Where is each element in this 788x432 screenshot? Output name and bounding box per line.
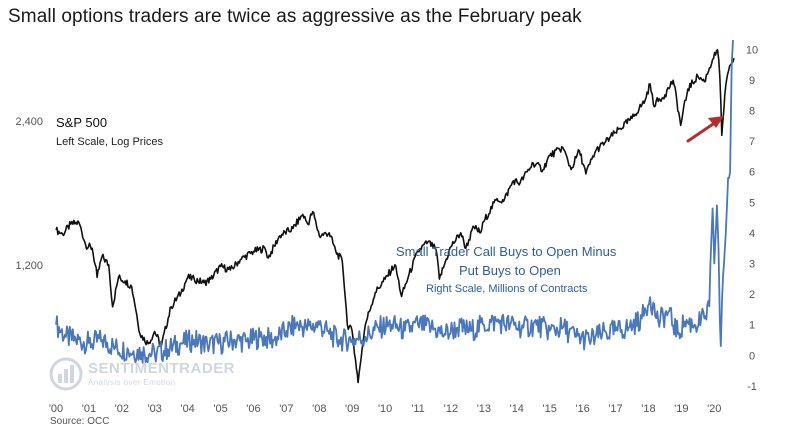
left-tick-label: 1,200 <box>15 260 43 272</box>
logo-tagline: Analysis over Emotion <box>88 378 176 387</box>
right-tick-label: 4 <box>749 228 755 240</box>
x-tick-label: '06 <box>246 403 260 415</box>
right-tick-label: 5 <box>749 197 755 209</box>
x-tick-label: '01 <box>82 403 96 415</box>
chart-title: Small options traders are twice as aggre… <box>8 6 582 27</box>
x-tick-label: '18 <box>641 403 655 415</box>
right-tick-label: 3 <box>749 258 755 270</box>
x-tick-label: '07 <box>279 403 293 415</box>
logo-text: SENTIMENTRADER <box>88 360 236 377</box>
logo-mark-icon <box>49 357 83 391</box>
right-tick-label: 6 <box>749 167 755 179</box>
x-tick-label: '20 <box>707 403 721 415</box>
x-tick-label: '04 <box>180 403 194 415</box>
sp500-scale-label: Left Scale, Log Prices <box>56 136 164 148</box>
x-tick-label: '08 <box>312 403 326 415</box>
x-tick-label: '13 <box>477 403 491 415</box>
x-tick-label: '02 <box>115 403 129 415</box>
sp500-series-line <box>55 49 735 384</box>
x-tick-label: '19 <box>674 403 688 415</box>
right-tick-label: 1 <box>749 320 755 332</box>
sp500-label: S&P 500 <box>56 115 108 130</box>
x-tick-label: '10 <box>378 403 392 415</box>
x-tick-label: '00 <box>49 403 63 415</box>
right-tick-label: 8 <box>749 105 755 117</box>
x-tick-label: '17 <box>608 403 622 415</box>
x-tick-label: '11 <box>411 403 425 415</box>
x-tick-label: '03 <box>148 403 162 415</box>
x-tick-label: '12 <box>444 403 458 415</box>
left-tick-label: 2,400 <box>15 116 43 128</box>
arrow-shaft <box>686 120 718 143</box>
arrow-head <box>708 116 724 128</box>
right-tick-label: 9 <box>749 75 755 87</box>
x-tick-label: '05 <box>213 403 227 415</box>
peak-arrow <box>686 116 724 143</box>
right-tick-label: 10 <box>746 44 758 56</box>
x-tick-label: '16 <box>575 403 589 415</box>
right-axis: -1 0 1 2 3 4 5 6 7 8 9 10 <box>746 44 758 393</box>
right-tick-label: -1 <box>747 381 757 393</box>
right-tick-label: 2 <box>749 289 755 301</box>
small-trader-label-line2: Put Buys to Open <box>459 263 561 278</box>
small-trader-scale-label: Right Scale, Millions of Contracts <box>426 283 588 295</box>
sentimentrader-logo: SENTIMENTRADER Analysis over Emotion <box>48 356 235 392</box>
right-tick-label: 0 <box>749 350 755 362</box>
x-tick-label: '15 <box>543 403 557 415</box>
source-note: Source: OCC <box>50 416 110 427</box>
left-axis: 1,200 2,400 <box>15 116 43 272</box>
x-tick-label: '14 <box>510 403 524 415</box>
x-tick-label: '09 <box>345 403 359 415</box>
x-axis: '00 '01 '02 '03 '04 '05 '06 '07 '08 '09 '10 '11 '12 '… <box>49 403 722 415</box>
small-trader-label-line1: Small Trader Call Buys to Open Minus <box>396 244 617 259</box>
right-tick-label: 7 <box>749 136 755 148</box>
small-trader-series-line <box>55 40 734 364</box>
